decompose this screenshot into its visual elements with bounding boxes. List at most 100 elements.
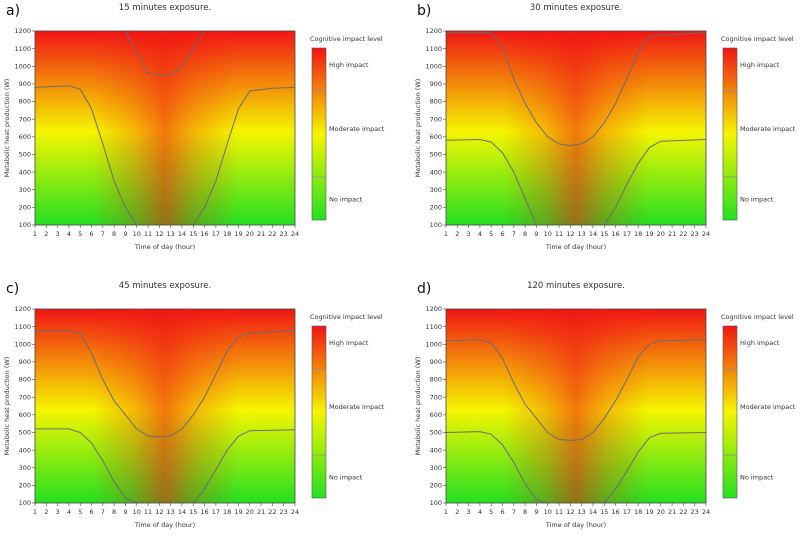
x-tick-label: 17: [212, 508, 220, 516]
x-tick-label: 4: [67, 230, 71, 238]
x-tick-label: 5: [489, 508, 493, 516]
contour-line: [603, 432, 707, 504]
x-tick-label: 9: [123, 230, 127, 238]
y-tick-label: 300: [19, 464, 31, 472]
y-tick-label: 500: [430, 151, 442, 159]
x-axis-label: Time of day (hour): [545, 243, 606, 251]
x-tick-label: 21: [668, 508, 676, 516]
legend-label: No impact: [740, 473, 774, 481]
colorbar: [311, 325, 327, 499]
y-tick-label: 100: [19, 499, 31, 507]
x-tick-label: 23: [691, 508, 699, 516]
legend-label: High impact: [740, 61, 780, 69]
x-tick-label: 20: [246, 230, 254, 238]
legend-label: Moderate impact: [329, 403, 385, 411]
y-tick-label: 500: [19, 429, 31, 437]
contour-line: [34, 329, 296, 438]
x-tick-label: 4: [478, 508, 482, 516]
y-tick-label: 900: [19, 80, 31, 88]
chart-title: 15 minutes exposure.: [119, 3, 211, 13]
contour-line: [34, 85, 138, 226]
x-tick-label: 19: [234, 508, 242, 516]
y-tick-label: 800: [19, 98, 31, 106]
heatmap-midday-overlay: [446, 309, 706, 503]
x-tick-label: 18: [634, 508, 642, 516]
panel-d: d) 120 minutes exposure. 100 200 300 400 500 60…: [414, 281, 796, 529]
y-tick-label: 1100: [14, 45, 31, 53]
chart-title: 45 minutes exposure.: [119, 281, 211, 291]
contour-line: [192, 86, 296, 226]
x-tick-label: 9: [123, 508, 127, 516]
x-tick-label: 22: [679, 230, 687, 238]
y-tick-label: 800: [19, 376, 31, 384]
x-tick-label: 13: [167, 508, 175, 516]
y-tick-label: 200: [19, 204, 31, 212]
x-tick-label: 7: [512, 230, 516, 238]
y-tick-label: 700: [19, 393, 31, 401]
y-tick-label: 700: [430, 393, 442, 401]
x-tick-label: 21: [257, 230, 265, 238]
x-tick-label: 12: [155, 508, 163, 516]
x-tick-label: 14: [178, 508, 186, 516]
panel-c: c) 45 minutes exposure. 100 200 300 400 500 600…: [3, 281, 385, 529]
x-tick-label: 4: [478, 230, 482, 238]
x-tick-label: 1: [444, 230, 448, 238]
x-tick-label: 1: [33, 230, 37, 238]
x-tick-label: 18: [223, 508, 231, 516]
panel-b: b) 30 minutes exposure. 100 200 300 400 500 600…: [414, 3, 796, 251]
x-tick-label: 16: [611, 230, 619, 238]
y-tick-label: 1000: [425, 340, 442, 348]
x-tick-label: 17: [212, 230, 220, 238]
y-tick-label: 600: [19, 133, 31, 141]
x-tick-label: 8: [112, 230, 116, 238]
y-tick-label: 300: [430, 464, 442, 472]
y-tick-label: 800: [430, 98, 442, 106]
legend-title: Cognitive impact level: [310, 35, 383, 43]
x-tick-label: 19: [645, 508, 653, 516]
contour-line: [445, 339, 707, 441]
x-tick-label: 21: [668, 230, 676, 238]
x-tick-label: 10: [133, 508, 141, 516]
y-tick-label: 200: [430, 482, 442, 490]
plot-frame: [34, 30, 296, 226]
panel-label: d): [417, 281, 431, 297]
x-tick-label: 7: [101, 230, 105, 238]
contour-line: [446, 32, 707, 147]
y-tick-label: 100: [430, 499, 442, 507]
x-tick-label: 24: [291, 508, 299, 516]
x-tick-label: 23: [280, 230, 288, 238]
chart-title: 120 minutes exposure.: [527, 281, 625, 291]
y-tick-label: 300: [430, 186, 442, 194]
x-tick-label: 11: [144, 508, 152, 516]
legend-label: High impact: [740, 339, 780, 347]
heatmap-midday-overlay: [35, 309, 295, 503]
contour-line: [445, 431, 548, 504]
y-tick-label: 900: [430, 358, 442, 366]
x-tick-label: 23: [280, 508, 288, 516]
x-tick-label: 3: [467, 230, 471, 238]
x-tick-label: 10: [544, 230, 552, 238]
x-tick-label: 20: [246, 508, 254, 516]
x-tick-label: 22: [679, 508, 687, 516]
y-tick-label: 600: [430, 411, 442, 419]
y-tick-label: 500: [430, 429, 442, 437]
x-tick-label: 18: [223, 230, 231, 238]
y-tick-label: 1100: [425, 45, 442, 53]
x-tick-label: 2: [44, 230, 48, 238]
legend-title: Cognitive impact level: [310, 313, 383, 321]
legend-label: High impact: [329, 61, 369, 69]
x-tick-label: 12: [566, 230, 574, 238]
panel-a: a) 15 minutes exposure. 100 200 300 400 500 600…: [3, 3, 385, 251]
x-tick-label: 6: [89, 230, 93, 238]
x-tick-label: 10: [544, 508, 552, 516]
x-tick-label: 8: [112, 508, 116, 516]
x-tick-label: 8: [523, 230, 527, 238]
y-tick-label: 200: [19, 482, 31, 490]
x-tick-label: 13: [578, 230, 586, 238]
plot-frame: [34, 308, 296, 504]
x-tick-label: 22: [268, 508, 276, 516]
y-tick-label: 700: [19, 115, 31, 123]
panel-label: b): [417, 3, 431, 19]
y-tick-label: 1200: [14, 27, 31, 35]
y-axis-label: Metabolic heat production (W): [3, 357, 11, 456]
